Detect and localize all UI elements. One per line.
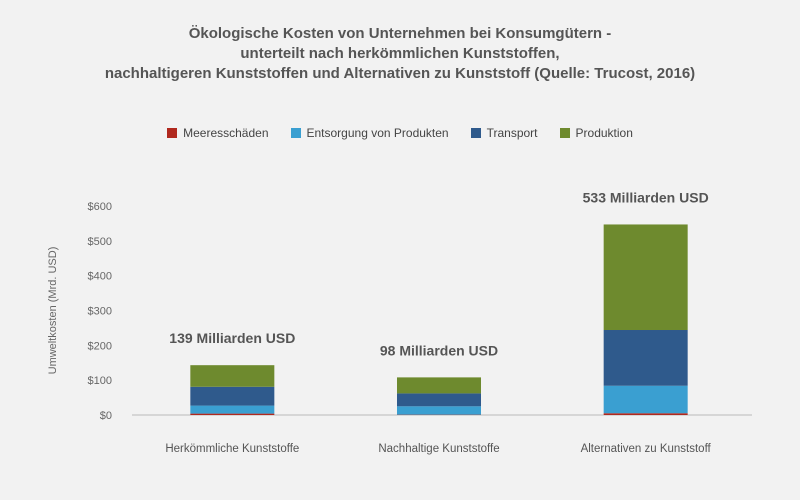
bar-segment [397, 393, 481, 407]
bar-segment [190, 413, 275, 415]
bar-total-label: 139 Milliarden USD [169, 330, 295, 346]
title-line-3: nachhaltigeren Kunststoffen und Alternat… [104, 65, 696, 82]
y-tick-label: $300 [88, 306, 112, 318]
bar-segment [190, 365, 275, 387]
bar-segment [190, 405, 275, 414]
legend-item-produktion: Produktion [559, 126, 633, 140]
bar-segment [603, 385, 688, 414]
title-line-1: Ökologische Kosten von Unternehmen bei K… [188, 25, 612, 42]
bar-segment [603, 224, 688, 331]
bar-total-label: 98 Milliarden USD [380, 342, 498, 358]
legend-label-entsorgung: Entsorgung von Produkten [306, 126, 449, 140]
legend-label-transport: Transport [486, 126, 538, 140]
bar-segment [397, 377, 481, 394]
bar-segment [397, 406, 481, 415]
y-tick-label: $400 [88, 271, 112, 283]
x-category-label: Nachhaltige Kunststoffe [378, 443, 499, 455]
y-tick-label: $200 [88, 340, 112, 352]
bar-segment [190, 386, 275, 406]
y-tick-label: $500 [88, 236, 112, 248]
bar-segment [603, 330, 688, 386]
legend-label-produktion: Produktion [575, 126, 633, 140]
legend-item-transport: Transport [470, 126, 538, 140]
legend: Meeresschäden Entsorgung von Produkten T… [0, 126, 800, 140]
bar-segment [603, 413, 688, 415]
y-tick-label: $600 [88, 201, 112, 213]
x-category-label: Alternativen zu Kunststoff [581, 443, 712, 455]
legend-label-meeresschaeden: Meeresschäden [183, 126, 269, 140]
legend-swatch-meeresschaeden [167, 128, 178, 138]
y-axis-label: Umweltkosten (Mrd. USD) [47, 247, 59, 375]
bar-total-label: 533 Milliarden USD [583, 189, 709, 205]
legend-swatch-entsorgung [290, 128, 301, 138]
y-tick-label: $100 [88, 375, 112, 387]
legend-swatch-transport [470, 128, 481, 138]
legend-swatch-produktion [559, 128, 570, 138]
legend-item-entsorgung: Entsorgung von Produkten [290, 126, 449, 140]
chart-title: Ökologische Kosten von Unternehmen bei K… [0, 24, 800, 84]
y-tick-label: $0 [100, 410, 112, 422]
legend-item-meeresschaeden: Meeresschäden [167, 126, 269, 140]
x-category-label: Herkömmliche Kunststoffe [165, 443, 299, 455]
title-line-2: unterteilt nach herkömmlichen Kunststoff… [240, 45, 560, 62]
